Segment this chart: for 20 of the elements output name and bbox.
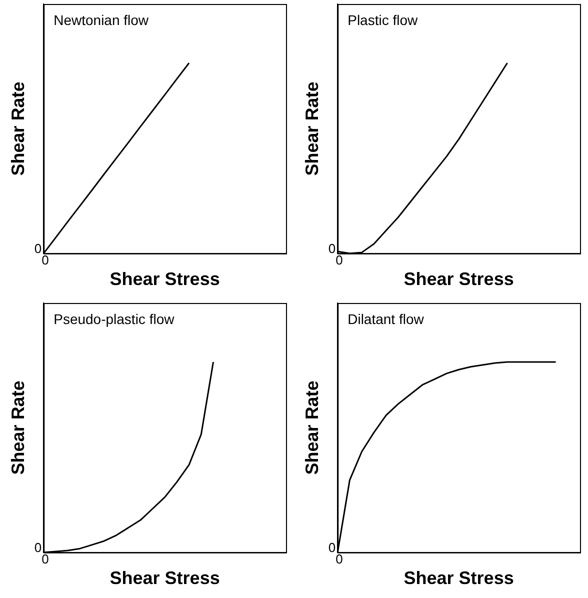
- x-axis-title: Shear Stress: [404, 568, 514, 588]
- text: 0: [328, 540, 336, 555]
- text: 0: [34, 240, 42, 256]
- annotation: 0: [42, 551, 49, 566]
- x-axis-title: Shear Stress: [110, 568, 220, 588]
- x-axis-title: Shear Stress: [110, 269, 220, 290]
- chart-title: Dilatant flow: [348, 310, 425, 327]
- annotation: 0: [42, 252, 49, 268]
- y-axis-title: Shear Rate: [302, 380, 322, 475]
- annotation: 0: [336, 551, 343, 566]
- chart-title: Pseudo-plastic flow: [54, 310, 176, 327]
- annotation: 0: [336, 252, 343, 268]
- chart-title: Newtonian flow: [54, 12, 150, 28]
- chart-title: Plastic flow: [348, 12, 419, 28]
- text: 0: [328, 240, 336, 256]
- x-axis-title: Shear Stress: [404, 269, 514, 290]
- text: 0: [34, 540, 42, 555]
- y-axis-title: Shear Rate: [8, 82, 28, 176]
- y-axis-title: Shear Rate: [8, 380, 28, 475]
- y-axis-title: Shear Rate: [302, 82, 322, 176]
